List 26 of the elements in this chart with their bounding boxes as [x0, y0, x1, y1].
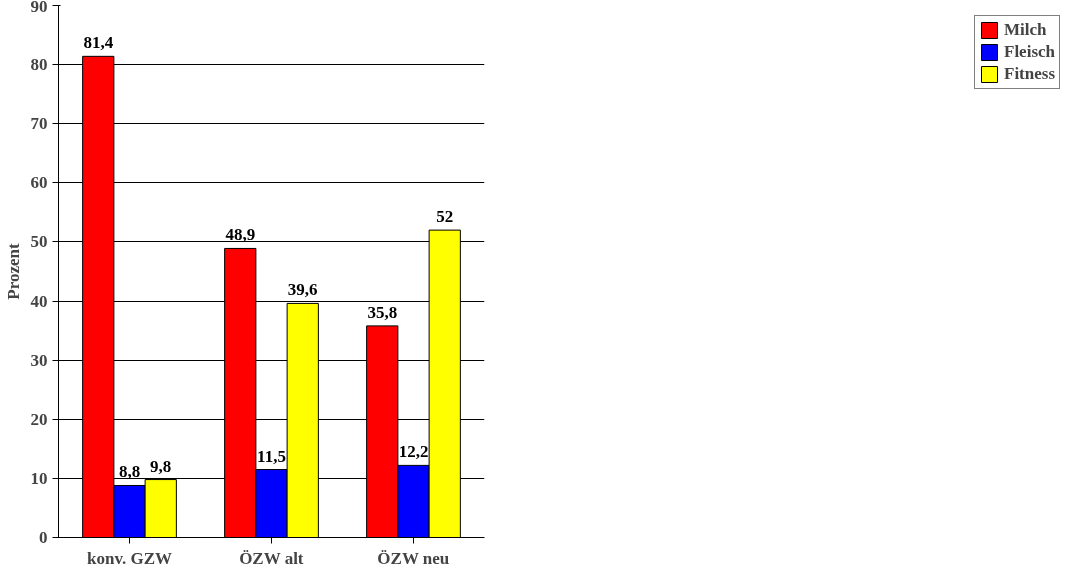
y-tick-label: 20 [30, 409, 48, 429]
data-label: 9,8 [150, 456, 172, 476]
y-tick-label: 80 [30, 55, 48, 75]
data-label: 35,8 [367, 302, 398, 322]
y-tick-label: 40 [30, 291, 48, 311]
data-label: 48,9 [225, 225, 256, 245]
y-tick-label: 90 [30, 0, 48, 16]
y-tick-label: 0 [39, 528, 48, 547]
data-label: 8,8 [118, 462, 141, 482]
y-tick-label: 50 [30, 232, 48, 252]
y-tick-label: 60 [30, 173, 48, 193]
x-tick-label: ÖZW alt [239, 548, 304, 568]
y-axis-title: Prozent [3, 243, 23, 300]
y-tick-label: 10 [30, 468, 48, 488]
x-tick-label: ÖZW neu [377, 548, 450, 568]
y-tick-label: 30 [30, 350, 48, 370]
y-tick-label: 70 [30, 114, 48, 134]
x-tick-label: konv. GZW [86, 548, 173, 568]
legend-label: Fleisch [1004, 42, 1055, 62]
data-label: 52 [436, 207, 454, 227]
legend-label: Milch [1004, 20, 1047, 40]
data-label: 39,6 [287, 280, 318, 300]
data-label: 12,2 [398, 442, 429, 462]
legend-label: Fitness [1004, 64, 1055, 84]
data-label: 81,4 [83, 33, 114, 53]
data-label: 11,5 [257, 446, 286, 466]
